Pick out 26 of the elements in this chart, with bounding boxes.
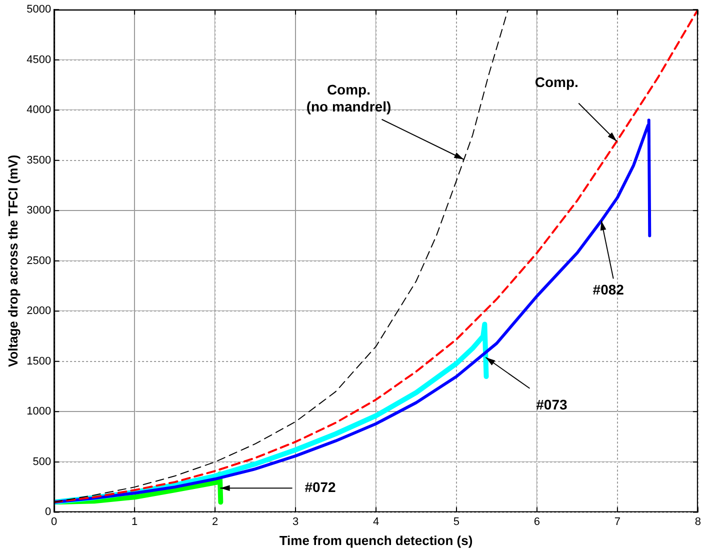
annotation: Comp. (no mandrel) [306, 82, 392, 115]
annotation: #073 [536, 396, 568, 412]
x-tick-label: 2 [212, 516, 218, 528]
x-tick-label: 3 [292, 516, 299, 528]
y-tick-label: 0 [44, 506, 52, 518]
annotation: #082 [592, 282, 624, 298]
y-tick-label: 4500 [26, 54, 52, 66]
y-tick-label: 5000 [26, 4, 52, 16]
y-tick-label: 4000 [26, 104, 52, 116]
annotation: #072 [304, 478, 336, 495]
x-tick-label: 4 [372, 516, 380, 528]
annotation: Comp. [534, 74, 578, 90]
x-tick-label: 5 [453, 516, 460, 528]
y-tick-label: 3000 [26, 204, 52, 217]
y-tick-label: 1000 [26, 406, 52, 418]
x-tick-label: 8 [694, 516, 702, 528]
y-tick-label: 2500 [26, 254, 52, 267]
x-tick-label: 1 [131, 516, 138, 528]
y-tick-label: 1500 [26, 355, 52, 368]
x-tick-label: 6 [534, 516, 540, 528]
y-tick-label: 2000 [26, 305, 52, 318]
y-tick-label: 3500 [26, 154, 52, 166]
y-tick-label: 500 [32, 456, 52, 468]
y-axis-title: Voltage drop across the TFCI (mV) [5, 154, 20, 367]
x-tick-label: 7 [614, 516, 621, 528]
x-axis-title: Time from quench detection (s) [279, 532, 473, 548]
